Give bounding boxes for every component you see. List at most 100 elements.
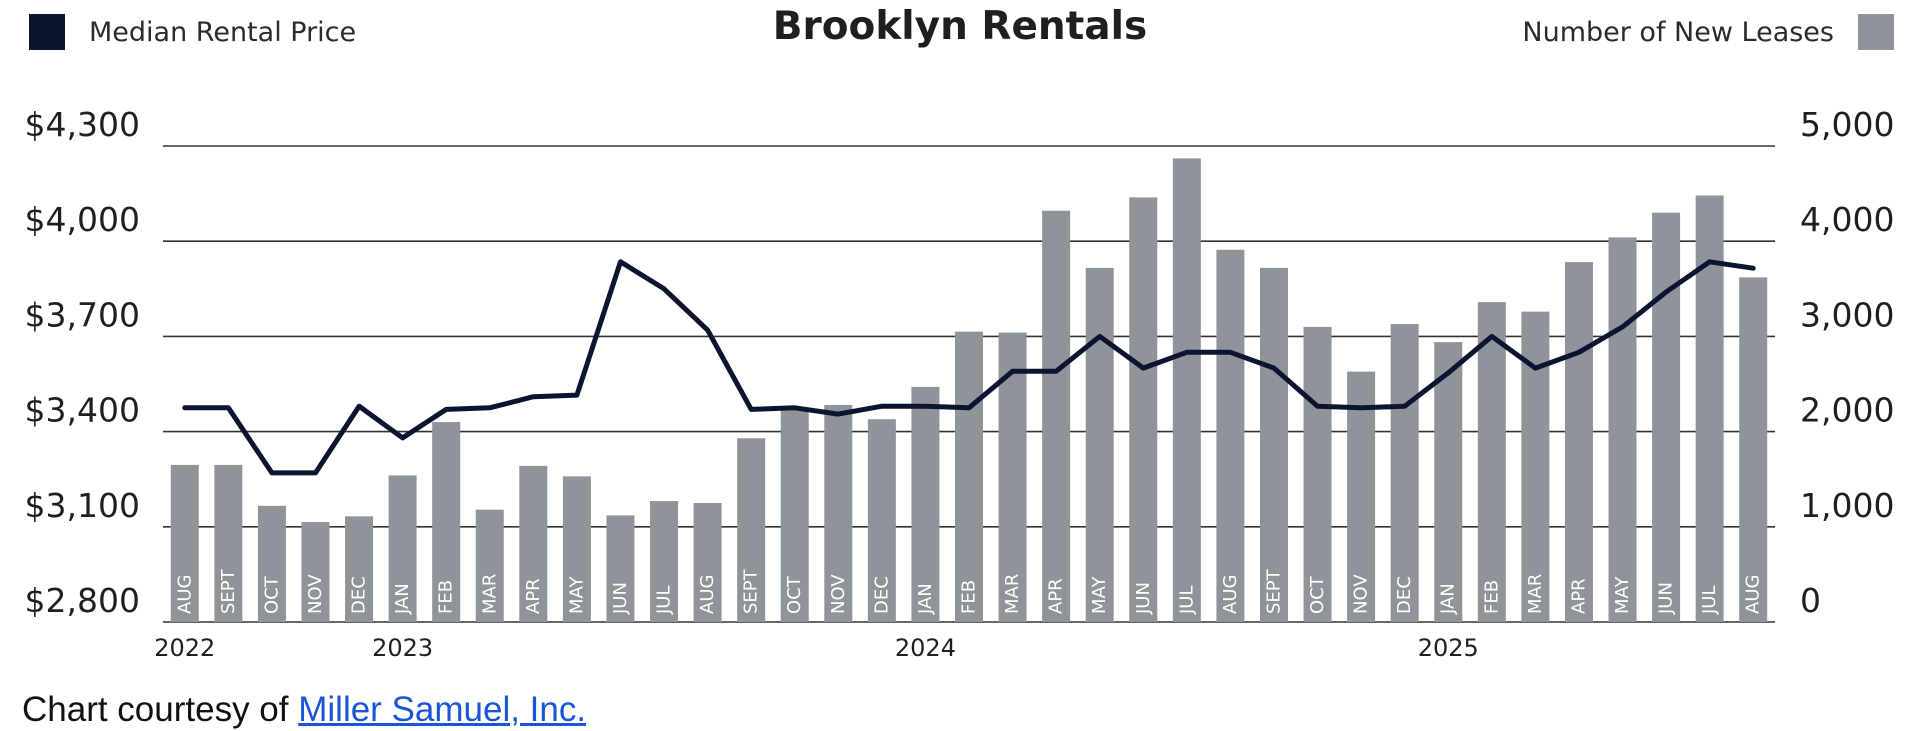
category-label: JUL [1176, 585, 1197, 615]
bar [780, 408, 809, 622]
y-right-tick-label: 3,000 [1800, 295, 1894, 334]
credit-prefix: Chart courtesy of [22, 690, 299, 729]
category-label: JUN [1133, 582, 1154, 615]
bar [1390, 324, 1419, 622]
bar [388, 475, 417, 622]
bar [955, 331, 983, 622]
category-label: NOV [828, 574, 849, 614]
category-label: DEC [871, 576, 892, 614]
category-label: SEPT [741, 568, 762, 614]
category-label: JUN [1656, 582, 1677, 615]
category-label: OCT [1307, 575, 1328, 614]
category-label: APR [523, 578, 544, 614]
year-label: 2025 [1418, 634, 1479, 662]
legend-label-leases: Number of New Leases [1522, 16, 1834, 48]
bar [345, 516, 374, 622]
bar [475, 509, 504, 622]
bar [867, 419, 896, 622]
chart-title: Brooklyn Rentals [772, 4, 1148, 49]
chart-svg: AUG SEPT OCT NOV DEC JAN FEB MAR APR MAY JUN JUL AUG… [25, 105, 1895, 662]
y-axis-left: $4,300 $4,000 $3,700 $3,400 $3,100 $2,800 [25, 105, 140, 620]
bars-group [170, 158, 1768, 622]
legend-swatch-price [29, 14, 65, 50]
price-line-group [182, 259, 1756, 476]
bar [650, 501, 679, 622]
bar [1564, 262, 1593, 622]
bar [1042, 210, 1071, 622]
y-left-tick-label: $4,000 [25, 200, 140, 239]
bar [1172, 158, 1201, 622]
bar [562, 476, 591, 622]
category-label: OCT [261, 575, 282, 614]
bar [257, 505, 286, 622]
legend-label-price: Median Rental Price [89, 16, 357, 48]
category-label: DEC [349, 576, 370, 614]
category-label: DEC [1394, 576, 1415, 614]
category-labels-group: AUG SEPT OCT NOV DEC JAN FEB MAR APR MAY JUN JUL AUG… [174, 568, 1763, 615]
category-label: AUG [697, 575, 718, 614]
bar [1608, 237, 1637, 622]
legend-swatch-leases [1858, 14, 1894, 50]
bar [1652, 212, 1681, 622]
category-label: AUG [1743, 575, 1764, 614]
bar [519, 465, 548, 622]
bar [1216, 249, 1245, 622]
category-label: MAY [1612, 576, 1633, 614]
bar [737, 438, 766, 622]
category-label: FEB [436, 580, 457, 614]
category-label: JUL [1699, 585, 1720, 615]
category-label: JUL [654, 585, 675, 615]
category-label: MAR [1002, 574, 1023, 614]
bar [911, 386, 940, 622]
bar [693, 503, 722, 622]
bar [1434, 342, 1463, 622]
bar [1739, 277, 1768, 622]
category-label: FEB [959, 580, 980, 614]
bar [824, 404, 853, 622]
category-label: NOV [305, 574, 326, 614]
bar [170, 464, 199, 622]
category-label: JAN [1438, 583, 1459, 615]
y-right-tick-label: 1,000 [1800, 486, 1894, 525]
y-right-tick-label: 4,000 [1800, 200, 1894, 239]
y-right-tick-label: 2,000 [1800, 391, 1894, 430]
bar [1259, 267, 1288, 622]
y-left-tick-label: $3,700 [25, 295, 140, 334]
category-label: MAY [1089, 576, 1110, 614]
category-label: SEPT [1263, 568, 1284, 614]
y-axis-right: 5,000 4,000 3,000 2,000 1,000 0 [1800, 105, 1894, 620]
y-left-tick-label: $2,800 [25, 581, 140, 620]
category-label: MAR [479, 574, 500, 614]
year-label: 2023 [372, 634, 433, 662]
chart-credit: Chart courtesy of Miller Samuel, Inc. [22, 690, 586, 730]
bar [432, 422, 461, 622]
y-left-tick-label: $4,300 [25, 105, 140, 144]
bar [214, 464, 243, 622]
category-label: JAN [915, 583, 936, 615]
credit-link[interactable]: Miller Samuel, Inc. [298, 690, 587, 729]
bar [1347, 371, 1376, 622]
category-label: MAY [566, 576, 587, 614]
category-label: OCT [784, 575, 805, 614]
y-right-tick-label: 0 [1800, 581, 1821, 620]
legend-new-leases: Number of New Leases [1522, 14, 1894, 50]
category-label: APR [1568, 578, 1589, 614]
category-label: NOV [1351, 574, 1372, 614]
category-label: JUN [610, 582, 631, 615]
year-labels-group: 2022 2023 2024 2025 [154, 634, 1479, 662]
bar [1303, 326, 1332, 622]
category-label: AUG [174, 575, 195, 614]
bar [1085, 267, 1114, 622]
legend-median-rental-price: Median Rental Price [29, 14, 356, 50]
y-right-tick-label: 5,000 [1800, 105, 1894, 144]
y-left-tick-label: $3,400 [25, 391, 140, 430]
price-line [182, 259, 1756, 476]
category-label: SEPT [218, 568, 239, 614]
bar [1129, 197, 1158, 622]
bar [606, 515, 635, 622]
bar [1477, 302, 1506, 622]
category-label: AUG [1220, 575, 1241, 614]
category-label: APR [1046, 578, 1067, 614]
year-label: 2022 [154, 634, 215, 662]
y-left-tick-label: $3,100 [25, 486, 140, 525]
